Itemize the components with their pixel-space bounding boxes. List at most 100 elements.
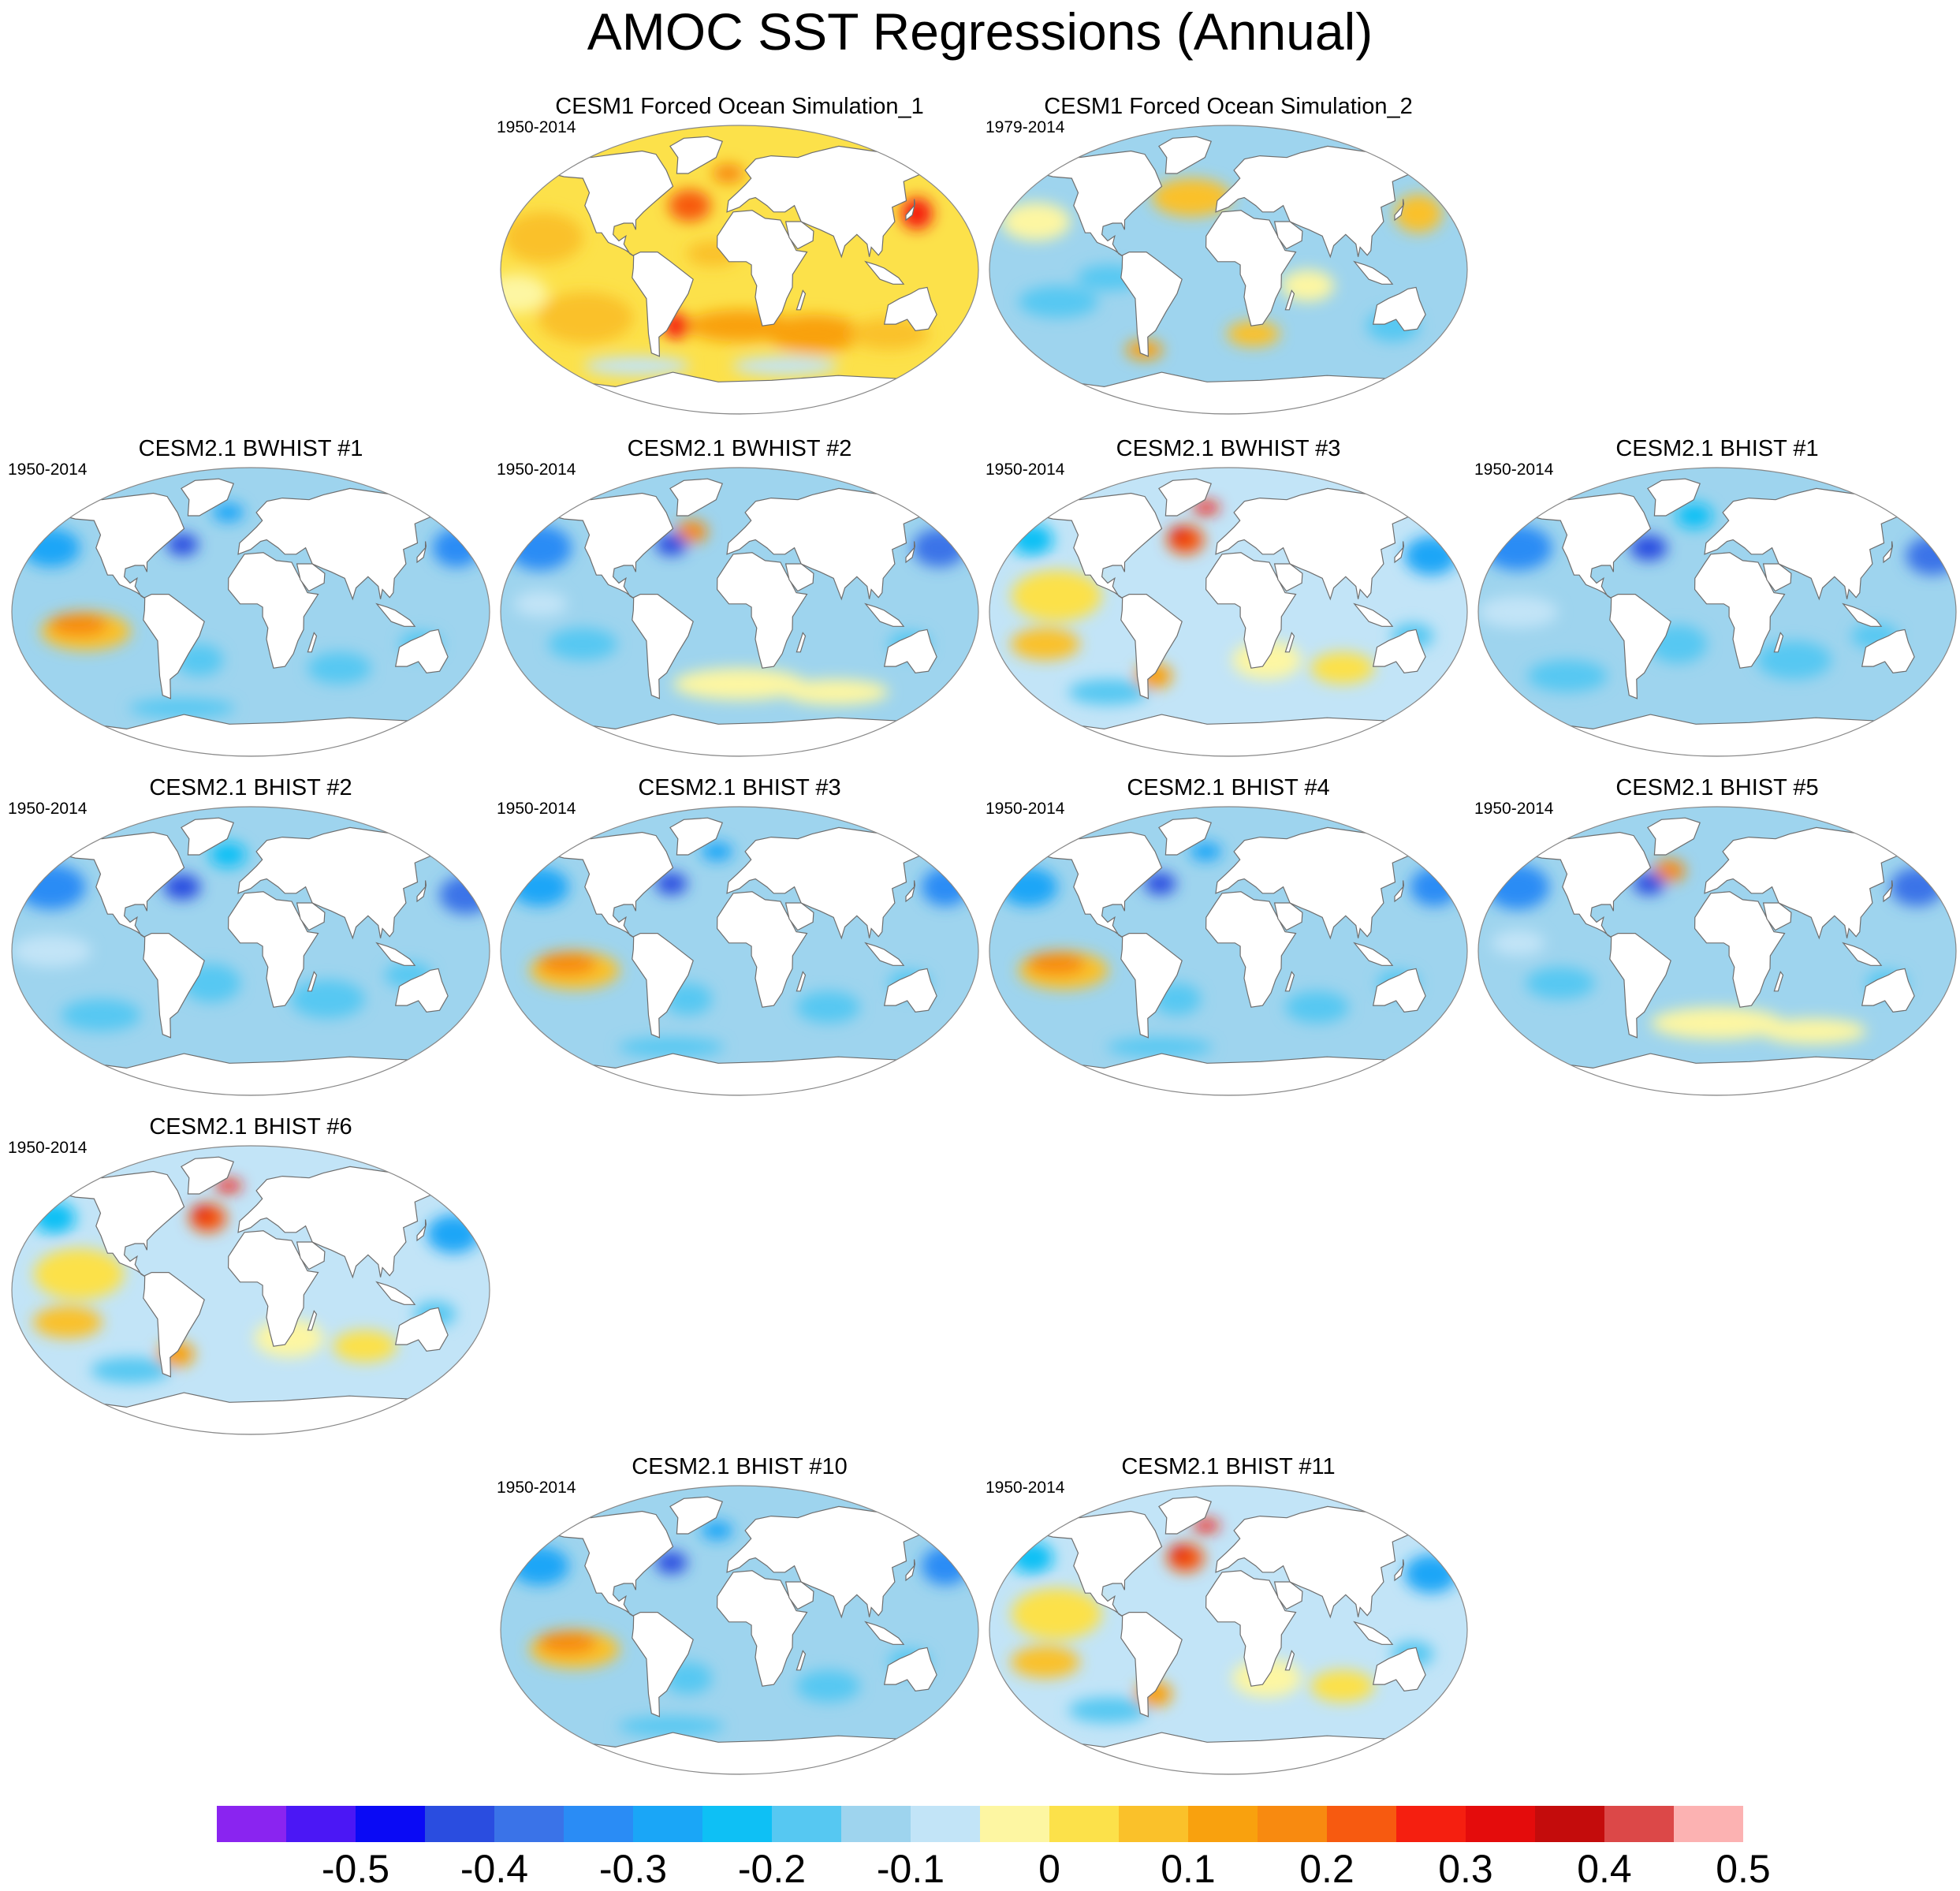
- colorbar-swatch: [494, 1806, 565, 1842]
- land-north-america: [550, 150, 674, 258]
- panel-title: CESM2.1 BHIST #4: [1127, 775, 1330, 800]
- sst-map: [11, 806, 490, 1096]
- land-japan: [416, 880, 427, 903]
- anomaly-region: [427, 1214, 480, 1254]
- map-panel: CESM2.1 BHIST #10 1950-2014: [497, 1453, 982, 1775]
- sst-map: [11, 1145, 490, 1435]
- ocean-background: [989, 807, 1467, 1095]
- land-europe-asia: [1215, 826, 1427, 940]
- land-japan: [905, 541, 916, 564]
- colorbar-swatch: [841, 1806, 911, 1842]
- land-australia: [394, 968, 449, 1013]
- anomaly-region: [1757, 640, 1831, 680]
- land-africa: [1694, 552, 1786, 669]
- land-europe-asia: [1704, 826, 1916, 940]
- anomaly-region: [1404, 536, 1458, 576]
- map-panel: CESM1 Forced Ocean Simulation_1 1950-2014: [497, 93, 982, 415]
- anomaly-region: [701, 841, 733, 862]
- anomaly-region: [583, 356, 691, 376]
- land-greenland: [1647, 478, 1701, 517]
- anomaly-region: [1280, 270, 1335, 302]
- anomaly-region: [849, 318, 930, 350]
- anomaly-region: [1227, 321, 1280, 347]
- land-south-america: [1609, 594, 1671, 699]
- map-panel: CESM2.1 BHIST #1 1950-2014: [1474, 435, 1960, 757]
- land-europe-asia: [726, 145, 938, 259]
- colorbar-tick-label: 0.4: [1577, 1847, 1632, 1891]
- anomaly-region: [12, 934, 91, 968]
- land-north-america: [61, 831, 185, 939]
- anomaly-region: [617, 1716, 725, 1736]
- land-europe-asia: [726, 487, 938, 601]
- anomaly-region: [163, 874, 201, 900]
- land-japan: [1394, 880, 1405, 903]
- map-border: [1477, 467, 1957, 757]
- panel-title: CESM2.1 BHIST #1: [1615, 436, 1819, 461]
- land-greenland: [669, 1496, 723, 1535]
- panel-period: 1950-2014: [986, 461, 1065, 479]
- anomaly-region: [999, 867, 1058, 907]
- colorbar-swatch: [1535, 1806, 1605, 1842]
- land-greenland: [181, 1156, 234, 1195]
- anomaly-region: [1011, 1542, 1054, 1574]
- colorbar-tick-label: -0.2: [737, 1847, 807, 1891]
- colorbar-tick-label: 0: [1038, 1847, 1060, 1891]
- land-greenland: [1158, 136, 1212, 174]
- land-north-america: [61, 1170, 185, 1278]
- colorbar-swatch: [425, 1806, 495, 1842]
- anomaly-region: [333, 1330, 397, 1363]
- land-japan: [416, 541, 427, 564]
- anomaly-region: [1492, 930, 1545, 957]
- land-europe-asia: [726, 1505, 938, 1619]
- land-europe-asia: [1215, 145, 1427, 259]
- land-arabia: [1273, 563, 1303, 592]
- land-indonesia: [375, 1281, 416, 1305]
- anomaly-region: [701, 1520, 733, 1541]
- land-south-america: [632, 933, 694, 1039]
- anomaly-region: [212, 502, 244, 523]
- map-border: [989, 806, 1468, 1096]
- anomaly-region: [1193, 501, 1220, 514]
- panel-title: CESM2.1 BHIST #11: [1121, 1454, 1336, 1479]
- panel-period: 1979-2014: [986, 118, 1065, 136]
- colorbar: [217, 1806, 1743, 1842]
- sst-map: [500, 1485, 979, 1775]
- anomaly-region: [1760, 1018, 1867, 1044]
- map-panel: CESM1 Forced Ocean Simulation_2 1979-2014: [986, 93, 1471, 415]
- anomaly-region: [1404, 1554, 1458, 1594]
- land-africa: [716, 210, 808, 326]
- land-north-america: [1039, 1510, 1163, 1618]
- anomaly-region: [538, 292, 634, 344]
- anomaly-region: [439, 875, 490, 915]
- land-madagascar: [796, 971, 807, 992]
- map-border: [11, 467, 490, 757]
- land-australia: [1372, 286, 1426, 331]
- anomaly-region: [49, 614, 108, 636]
- map-panel: CESM2.1 BWHIST #2 1950-2014: [497, 435, 982, 757]
- land-africa: [1205, 891, 1297, 1008]
- anomaly-region: [1068, 1697, 1149, 1723]
- land-indonesia: [1353, 602, 1394, 627]
- land-africa: [227, 1230, 319, 1347]
- land-indonesia: [864, 602, 905, 627]
- anomaly-region: [675, 520, 708, 543]
- anomaly-region: [538, 953, 597, 975]
- land-africa: [716, 1570, 808, 1687]
- land-greenland: [669, 478, 723, 517]
- ocean-background: [12, 468, 490, 756]
- panel-period: 1950-2014: [497, 800, 576, 818]
- ocean-background: [501, 1486, 978, 1774]
- colorbar-swatch: [980, 1806, 1050, 1842]
- panel-title: CESM2.1 BHIST #6: [149, 1114, 352, 1139]
- land-japan: [1883, 880, 1894, 903]
- colorbar-swatch: [564, 1806, 634, 1842]
- land-indonesia: [375, 602, 416, 627]
- anomaly-region: [796, 1669, 860, 1703]
- anomaly-region: [1011, 628, 1080, 660]
- land-madagascar: [1284, 632, 1295, 653]
- anomaly-region: [1410, 867, 1459, 907]
- colorbar-swatch: [356, 1806, 426, 1842]
- map-border: [500, 806, 979, 1096]
- land-africa: [1694, 891, 1786, 1008]
- anomaly-region: [215, 1179, 242, 1192]
